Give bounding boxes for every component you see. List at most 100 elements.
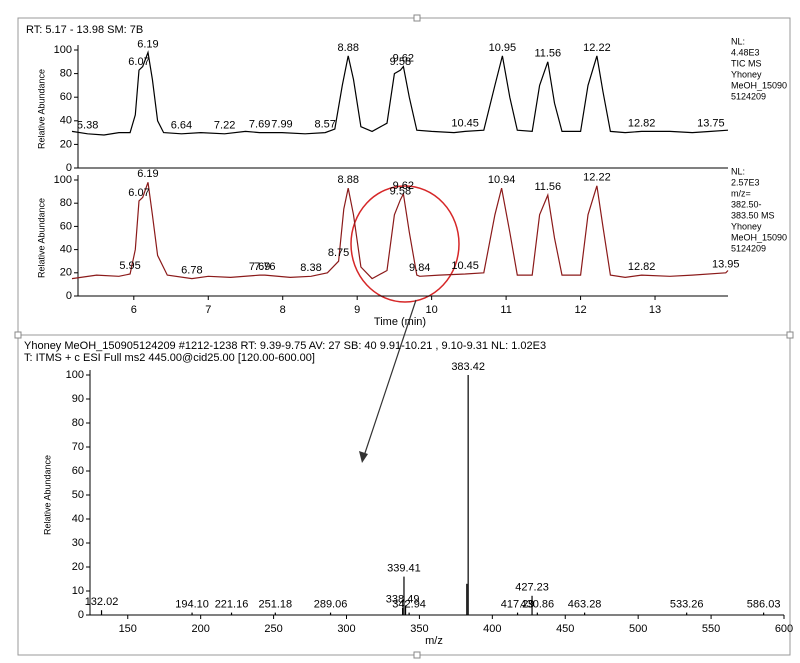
peak-label: 6.78 bbox=[181, 265, 202, 277]
peak-label: 338.49 bbox=[386, 594, 420, 606]
peak-label: 417.29 bbox=[501, 599, 535, 611]
y-tick-label: 80 bbox=[60, 68, 72, 80]
x-tick-label: 450 bbox=[556, 623, 574, 635]
x-tick-label: 500 bbox=[629, 623, 647, 635]
chart-title: RT: 5.17 - 13.98 SM: 7B bbox=[26, 24, 143, 36]
info-text: 4.48E3 bbox=[731, 47, 760, 57]
peak-label: 463.28 bbox=[568, 599, 602, 611]
peak-label: 10.45 bbox=[451, 117, 479, 129]
y-tick-label: 90 bbox=[72, 393, 84, 405]
arrowhead bbox=[359, 451, 368, 463]
handle bbox=[14, 331, 22, 339]
peak-label: 132.02 bbox=[85, 596, 119, 608]
peak-label: 7.99 bbox=[271, 119, 292, 131]
y-tick-label: 40 bbox=[60, 244, 72, 256]
peak-label: 586.03 bbox=[747, 599, 781, 611]
y-tick-label: 0 bbox=[66, 290, 72, 302]
y-tick-label: 60 bbox=[60, 220, 72, 232]
info-text: 5124209 bbox=[731, 243, 766, 253]
y-tick-label: 100 bbox=[54, 44, 72, 56]
peak-label: 12.22 bbox=[583, 42, 611, 54]
y-tick-label: 50 bbox=[72, 489, 84, 501]
peak-label: 12.82 bbox=[628, 117, 656, 129]
peak-label: 10.45 bbox=[451, 260, 479, 272]
peak-label: 6.07 bbox=[128, 187, 149, 199]
peak-label: 7.76 bbox=[254, 261, 275, 273]
info-text: NL: bbox=[731, 36, 745, 46]
peak-label: 289.06 bbox=[314, 599, 348, 611]
chart-title: Yhoney MeOH_150905124209 #1212-1238 RT: … bbox=[24, 340, 546, 352]
arrow bbox=[363, 299, 417, 457]
peak-label: 342.94 bbox=[392, 599, 426, 611]
x-tick-label: 550 bbox=[702, 623, 720, 635]
peak-label: 6.19 bbox=[137, 38, 158, 50]
peak-label: 8.88 bbox=[338, 42, 359, 54]
peak-label: 8.88 bbox=[338, 174, 359, 186]
peak-label: 6.19 bbox=[137, 168, 158, 180]
y-tick-label: 0 bbox=[78, 609, 84, 621]
peak-label: 5.95 bbox=[119, 260, 140, 272]
y-tick-label: 100 bbox=[54, 174, 72, 186]
y-tick-label: 20 bbox=[60, 138, 72, 150]
peak-label: 8.75 bbox=[328, 247, 349, 259]
peak-label: 12.82 bbox=[628, 261, 656, 273]
handle bbox=[413, 651, 421, 659]
x-tick-label: 12 bbox=[574, 304, 586, 316]
y-tick-label: 40 bbox=[60, 115, 72, 127]
x-tick-label: 300 bbox=[337, 623, 355, 635]
y-axis-label: Relative Abundance bbox=[42, 455, 52, 535]
peak-label: 13.95 bbox=[712, 259, 740, 271]
x-tick-label: 400 bbox=[483, 623, 501, 635]
y-tick-label: 30 bbox=[72, 537, 84, 549]
info-text: m/z= bbox=[731, 188, 751, 198]
x-tick-label: 250 bbox=[264, 623, 282, 635]
trace-line bbox=[71, 182, 729, 280]
x-tick-label: 600 bbox=[775, 623, 793, 635]
handle bbox=[786, 331, 794, 339]
peak-label: 11.56 bbox=[534, 48, 561, 60]
y-tick-label: 0 bbox=[66, 162, 72, 174]
peak-label: 383.42 bbox=[451, 361, 485, 373]
y-axis-label: Relative Abundance bbox=[36, 69, 46, 149]
peak-label: 427.23 bbox=[515, 582, 549, 594]
info-text: Yhoney bbox=[731, 69, 762, 79]
handle bbox=[413, 14, 421, 22]
info-text: 2.57E3 bbox=[731, 177, 760, 187]
info-text: TIC MS bbox=[731, 58, 762, 68]
peak-label: 11.56 bbox=[534, 181, 561, 193]
x-tick-label: 10 bbox=[426, 304, 438, 316]
info-text: Yhoney bbox=[731, 221, 762, 231]
peak-label: 8.38 bbox=[300, 262, 321, 274]
info-text: NL: bbox=[731, 166, 745, 176]
info-text: 383.50 MS bbox=[731, 210, 775, 220]
y-tick-label: 20 bbox=[60, 267, 72, 279]
y-tick-label: 100 bbox=[66, 369, 84, 381]
x-tick-label: 13 bbox=[649, 304, 661, 316]
x-tick-label: 350 bbox=[410, 623, 428, 635]
y-tick-label: 40 bbox=[72, 513, 84, 525]
x-tick-label: 11 bbox=[500, 304, 511, 316]
info-text: MeOH_15090 bbox=[731, 80, 787, 90]
y-tick-label: 80 bbox=[72, 417, 84, 429]
peak-label: 10.94 bbox=[488, 174, 516, 186]
peak-label: 430.86 bbox=[521, 599, 555, 611]
x-tick-label: 200 bbox=[191, 623, 209, 635]
peak-label: 12.22 bbox=[583, 172, 611, 184]
peak-label: 7.69 bbox=[249, 119, 270, 131]
peak-label: 251.18 bbox=[258, 599, 292, 611]
peak-label: 6.64 bbox=[171, 120, 192, 132]
highlight-ellipse bbox=[350, 185, 460, 303]
info-text: 5124209 bbox=[731, 91, 766, 101]
peak-label: 5.38 bbox=[77, 120, 98, 132]
info-text: 382.50- bbox=[731, 199, 762, 209]
peak-label: 339.41 bbox=[387, 563, 421, 575]
x-tick-label: 150 bbox=[119, 623, 137, 635]
peak-label: 533.26 bbox=[670, 599, 704, 611]
y-tick-label: 60 bbox=[72, 465, 84, 477]
peak-label: 221.16 bbox=[215, 599, 249, 611]
peak-label: 7.22 bbox=[214, 120, 235, 132]
x-tick-label: 8 bbox=[280, 304, 286, 316]
chart-subtitle: T: ITMS + c ESI Full ms2 445.00@cid25.00… bbox=[24, 352, 315, 364]
peak-label: 9.62 bbox=[393, 180, 414, 192]
peak-label: 8.57 bbox=[314, 119, 335, 131]
